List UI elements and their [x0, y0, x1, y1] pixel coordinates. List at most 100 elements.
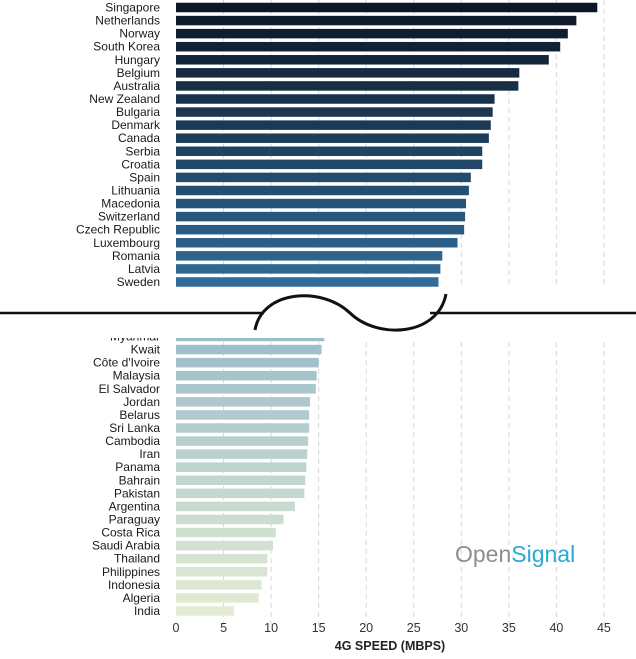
x-tick-label: 20 — [359, 621, 373, 635]
top-bar — [176, 133, 489, 143]
bottom-country-label: Iran — [139, 447, 160, 461]
x-tick-label: 15 — [312, 621, 326, 635]
bottom-country-label: El Salvador — [99, 382, 160, 396]
top-bar — [176, 81, 519, 91]
top-bar — [176, 68, 520, 78]
top-country-label: Norway — [119, 27, 160, 41]
top-bar — [176, 238, 458, 248]
top-bar — [176, 185, 469, 196]
top-bar — [176, 264, 441, 274]
top-bar — [176, 277, 439, 287]
top-bar — [176, 55, 549, 65]
top-country-label: Spain — [129, 170, 160, 184]
top-country-label: Croatia — [121, 157, 160, 171]
x-tick-label: 5 — [220, 621, 227, 635]
bottom-bar — [176, 580, 262, 590]
top-country-label: New Zealand — [89, 92, 160, 106]
bottom-country-label: Côte d'Ivoire — [93, 356, 160, 370]
top-country-label: Czech Republic — [76, 223, 160, 237]
x-tick-label: 30 — [454, 621, 468, 635]
bottom-bar — [176, 423, 310, 433]
top-country-label: Singapore — [105, 1, 160, 15]
top-country-label: Macedonia — [101, 197, 160, 211]
bottom-country-label: Saudi Arabia — [92, 539, 160, 553]
bottom-bar — [176, 514, 284, 525]
top-bar — [176, 107, 493, 117]
bottom-country-label: India — [134, 604, 160, 618]
top-bar — [176, 120, 491, 130]
top-country-label: Latvia — [128, 262, 160, 276]
bottom-country-label: Algeria — [123, 591, 161, 605]
top-country-label: Lithuania — [111, 183, 160, 197]
top-country-label: Denmark — [111, 118, 161, 132]
bottom-country-label: Costa Rica — [101, 526, 160, 540]
bottom-country-label: Cambodia — [105, 434, 160, 448]
logo-text-signal: Signal — [511, 541, 576, 567]
bottom-country-label: Sri Lanka — [109, 421, 160, 435]
axis-break-wave — [253, 293, 448, 332]
top-bar — [176, 198, 467, 209]
top-country-label: Switzerland — [98, 210, 160, 224]
bottom-bar — [176, 606, 235, 616]
bottom-bar — [176, 436, 309, 446]
bottom-bar — [176, 357, 319, 368]
x-tick-label: 45 — [597, 621, 611, 635]
x-tick-label: 25 — [407, 621, 421, 635]
logo-text-open: Open — [455, 541, 512, 567]
bottom-bar — [176, 449, 308, 459]
bottom-bar — [176, 488, 305, 499]
bottom-country-label: Belarus — [119, 408, 160, 422]
top-bar — [176, 172, 471, 183]
top-bar — [176, 15, 577, 26]
x-tick-label: 0 — [173, 621, 180, 635]
bottom-country-label: Malaysia — [113, 369, 161, 383]
bottom-bar — [176, 475, 306, 486]
x-tick-label: 35 — [502, 621, 516, 635]
bottom-bar — [176, 553, 268, 564]
top-country-label: Canada — [118, 131, 160, 145]
bottom-country-label: Thailand — [114, 552, 160, 566]
top-country-label: Australia — [113, 79, 160, 93]
bottom-bar — [176, 410, 310, 420]
top-bar — [176, 2, 598, 13]
top-bar — [176, 41, 561, 52]
top-country-label: Netherlands — [95, 14, 160, 28]
bottom-bar — [176, 384, 316, 394]
bottom-bar — [176, 370, 317, 381]
opensignal-logo: OpenSignal — [455, 541, 575, 568]
bottom-bar — [176, 540, 274, 551]
bottom-bar — [176, 344, 322, 355]
x-tick-label: 40 — [549, 621, 563, 635]
bottom-country-label: Bahrain — [119, 473, 160, 487]
bottom-country-label: Philippines — [102, 565, 160, 579]
top-country-label: Sweden — [117, 275, 160, 289]
top-bar — [176, 251, 443, 261]
x-axis-title: 4G SPEED (MBPS) — [335, 639, 445, 653]
bottom-country-label: Kwait — [131, 343, 161, 357]
x-tick-label: 10 — [264, 621, 278, 635]
bottom-country-label: Panama — [115, 460, 160, 474]
top-country-label: South Korea — [93, 40, 160, 54]
top-country-label: Romania — [112, 249, 160, 263]
bottom-bar — [176, 593, 259, 603]
top-bar — [176, 211, 466, 222]
bottom-country-label: Argentina — [109, 499, 161, 513]
bottom-bar — [176, 462, 307, 472]
bottom-bar — [176, 501, 295, 512]
top-bar — [176, 94, 495, 104]
bottom-country-label: Paraguay — [109, 512, 160, 526]
bottom-bar — [176, 567, 268, 577]
bottom-country-label: Jordan — [123, 395, 160, 409]
top-bar — [176, 146, 483, 157]
bottom-bar — [176, 397, 311, 407]
top-country-label: Belgium — [117, 66, 160, 80]
top-bar — [176, 28, 568, 39]
bottom-country-label: Indonesia — [108, 578, 160, 592]
bottom-country-label: Pakistan — [114, 486, 160, 500]
bottom-bar — [176, 527, 276, 538]
top-country-label: Hungary — [115, 53, 160, 67]
top-country-label: Bulgaria — [116, 105, 160, 119]
top-country-label: Serbia — [125, 144, 160, 158]
